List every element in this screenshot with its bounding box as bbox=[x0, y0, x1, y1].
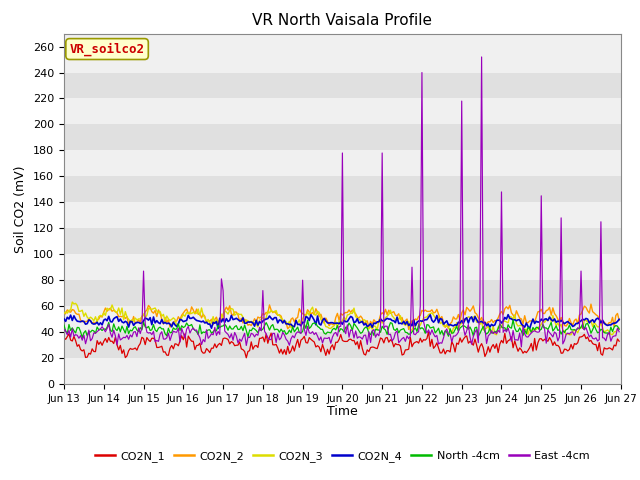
Bar bbox=[64, 47, 621, 72]
Bar bbox=[64, 280, 621, 306]
X-axis label: Time: Time bbox=[327, 405, 358, 418]
Bar bbox=[64, 202, 621, 228]
Title: VR North Vaisala Profile: VR North Vaisala Profile bbox=[252, 13, 433, 28]
Bar bbox=[64, 358, 621, 384]
Bar bbox=[64, 72, 621, 98]
Bar bbox=[64, 176, 621, 202]
Bar bbox=[64, 332, 621, 358]
Text: VR_soilco2: VR_soilco2 bbox=[70, 42, 145, 56]
Bar bbox=[64, 228, 621, 254]
Y-axis label: Soil CO2 (mV): Soil CO2 (mV) bbox=[15, 165, 28, 252]
Bar bbox=[64, 150, 621, 176]
Legend: CO2N_1, CO2N_2, CO2N_3, CO2N_4, North -4cm, East -4cm: CO2N_1, CO2N_2, CO2N_3, CO2N_4, North -4… bbox=[90, 446, 595, 466]
Bar bbox=[64, 124, 621, 150]
Bar bbox=[64, 306, 621, 332]
Bar bbox=[64, 254, 621, 280]
Bar bbox=[64, 98, 621, 124]
